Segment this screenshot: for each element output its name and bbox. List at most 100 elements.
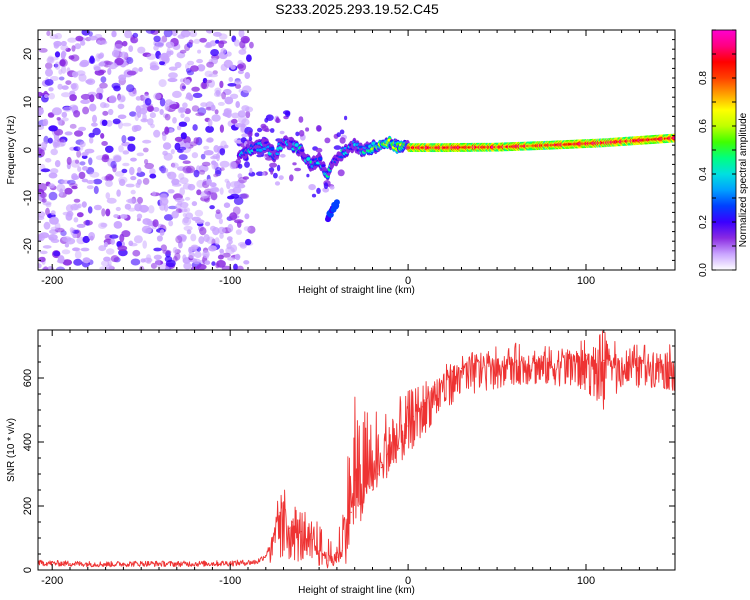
noise-blob xyxy=(105,61,113,65)
noise-blob xyxy=(179,78,185,83)
noise-blob xyxy=(48,87,54,92)
snr-point xyxy=(395,457,397,459)
noise-blob xyxy=(194,251,202,258)
snr-plot-area xyxy=(38,330,675,569)
noise-blob xyxy=(48,191,58,201)
noise-blob xyxy=(105,264,114,270)
noise-blob xyxy=(219,80,224,89)
noise-blob xyxy=(164,113,171,121)
snr-point xyxy=(288,527,290,530)
noise-blob xyxy=(61,249,71,255)
noise-blob xyxy=(235,83,241,89)
noise-blob xyxy=(215,211,223,220)
noise-blob xyxy=(223,202,231,208)
noise-blob xyxy=(66,156,72,165)
noise-blob xyxy=(66,179,76,185)
noise-blob xyxy=(78,171,86,180)
noise-blob xyxy=(228,77,234,82)
noise-blob xyxy=(117,94,126,103)
noise-blob xyxy=(233,197,244,205)
noise-blob xyxy=(245,106,254,113)
noise-blob xyxy=(289,174,294,182)
noise-blob xyxy=(177,201,183,206)
noise-blob xyxy=(82,151,89,156)
noise-blob xyxy=(97,53,104,60)
noise-blob xyxy=(99,82,108,89)
noise-blob xyxy=(210,49,220,57)
noise-blob xyxy=(129,111,137,117)
noise-blob xyxy=(128,45,134,52)
noise-blob xyxy=(45,207,50,216)
noise-blob xyxy=(107,258,112,267)
snr-point xyxy=(297,539,299,541)
noise-blob xyxy=(209,205,215,210)
noise-blob xyxy=(105,208,111,217)
noise-blob xyxy=(101,155,110,163)
noise-blob xyxy=(50,76,59,81)
spectrogram-y-axis-label: Frequency (Hz) xyxy=(6,116,17,185)
noise-blob xyxy=(163,152,173,161)
noise-blob xyxy=(248,136,253,141)
colorbar-tick-label: 0.8 xyxy=(698,71,709,85)
noise-blob xyxy=(222,112,229,117)
ridge-mark xyxy=(318,157,323,161)
noise-blob xyxy=(153,247,162,252)
noise-blob xyxy=(59,58,68,67)
noise-blob xyxy=(126,70,137,76)
noise-blob xyxy=(110,160,117,169)
noise-blob xyxy=(43,221,51,230)
noise-blob xyxy=(233,39,240,47)
snr-point xyxy=(332,561,334,563)
noise-blob xyxy=(237,110,246,118)
noise-blob xyxy=(91,122,98,127)
noise-blob xyxy=(164,126,170,135)
noise-blob xyxy=(113,221,123,229)
noise-blob xyxy=(44,94,49,99)
noise-blob xyxy=(147,118,154,126)
noise-blob xyxy=(183,207,191,213)
noise-blob xyxy=(61,50,67,58)
noise-blob xyxy=(146,53,156,60)
noise-blob xyxy=(85,219,90,226)
noise-blob xyxy=(117,103,125,110)
noise-blob xyxy=(164,103,170,111)
noise-blob xyxy=(86,180,95,184)
noise-blob xyxy=(298,116,304,123)
snr-point xyxy=(318,550,320,552)
noise-blob xyxy=(180,113,185,119)
noise-blob xyxy=(233,180,241,188)
noise-blob xyxy=(329,185,335,190)
noise-blob xyxy=(67,37,77,43)
ridge-mark xyxy=(306,157,311,161)
noise-blob xyxy=(38,48,48,53)
noise-blob xyxy=(110,238,115,245)
noise-blob xyxy=(204,221,211,227)
noise-blob xyxy=(45,62,53,70)
noise-blob xyxy=(127,143,136,152)
noise-blob xyxy=(219,160,230,168)
noise-blob xyxy=(138,67,143,72)
noise-blob xyxy=(193,38,201,44)
snr-point xyxy=(514,361,516,363)
snr-point xyxy=(357,505,359,507)
noise-blob xyxy=(71,45,76,52)
colorbar-tick-label: 0.0 xyxy=(698,263,709,277)
noise-blob xyxy=(339,129,345,135)
snr-point xyxy=(585,355,587,357)
noise-blob xyxy=(220,48,227,55)
noise-blob xyxy=(137,167,142,174)
noise-blob xyxy=(48,92,55,100)
noise-blob xyxy=(274,181,281,186)
noise-blob xyxy=(227,257,236,261)
snr-point xyxy=(279,511,281,513)
noise-blob xyxy=(163,30,173,38)
noise-blob xyxy=(179,83,186,92)
noise-blob xyxy=(113,155,122,163)
noise-blob xyxy=(71,185,78,190)
noise-blob xyxy=(136,179,142,185)
noise-blob xyxy=(149,112,156,119)
noise-blob xyxy=(219,187,224,195)
noise-blob xyxy=(224,96,234,105)
snr-point xyxy=(238,562,240,564)
